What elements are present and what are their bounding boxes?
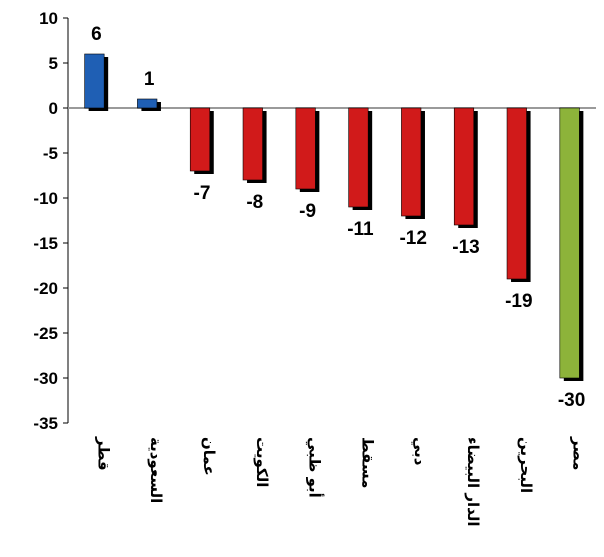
data-label: 1 <box>144 69 155 90</box>
category-labels: قطر السعودية عمان الكويت أبو ظبي مسقط دبي الدار… <box>94 436 587 527</box>
bar <box>401 107 422 217</box>
data-labels: 6 1 -7 -8 -9 -11 -12 -13 -19 -30 <box>91 24 585 411</box>
bar <box>137 98 158 109</box>
data-label: -9 <box>299 201 316 222</box>
y-tick-label: -15 <box>33 234 58 253</box>
bar <box>559 107 580 379</box>
bar <box>506 107 527 280</box>
data-label: -7 <box>194 183 211 204</box>
bars <box>84 53 584 381</box>
bar <box>189 107 211 172</box>
category-label: عمان <box>200 437 218 476</box>
y-tick-label: -20 <box>33 279 58 298</box>
y-tick-label: -25 <box>33 324 58 343</box>
y-tick-label: 0 <box>49 99 58 118</box>
y-tick-label: -10 <box>33 189 58 208</box>
data-label: -30 <box>558 390 585 411</box>
bar <box>348 107 369 208</box>
y-tick-label: 10 <box>39 9 58 28</box>
data-label: -11 <box>347 219 374 240</box>
category-label: دبي <box>411 437 429 466</box>
bar <box>295 107 316 190</box>
category-label: مصر <box>570 436 588 470</box>
category-label: الكويت <box>253 437 271 487</box>
data-label: -13 <box>452 237 479 258</box>
data-label: 6 <box>91 24 102 45</box>
y-tick-labels: 10 5 0 -5 -10 -15 -20 -25 -30 -35 <box>33 9 68 433</box>
y-tick-label: -5 <box>43 144 58 163</box>
bar <box>242 107 263 181</box>
category-label: قطر <box>94 436 112 471</box>
category-label: السعودية <box>147 437 165 503</box>
category-label: الدار البيضاء <box>464 437 482 527</box>
data-label: -8 <box>246 192 263 213</box>
bar <box>84 53 105 109</box>
y-tick-label: -30 <box>33 369 58 388</box>
category-label: مسقط <box>358 437 376 488</box>
bar <box>453 107 475 226</box>
category-label: أبو ظبي <box>306 437 325 498</box>
data-label: -19 <box>505 291 532 312</box>
data-label: -12 <box>399 228 426 249</box>
y-tick-label: 5 <box>49 54 58 73</box>
category-label: البحرين <box>517 437 535 493</box>
y-tick-label: -35 <box>33 414 58 433</box>
